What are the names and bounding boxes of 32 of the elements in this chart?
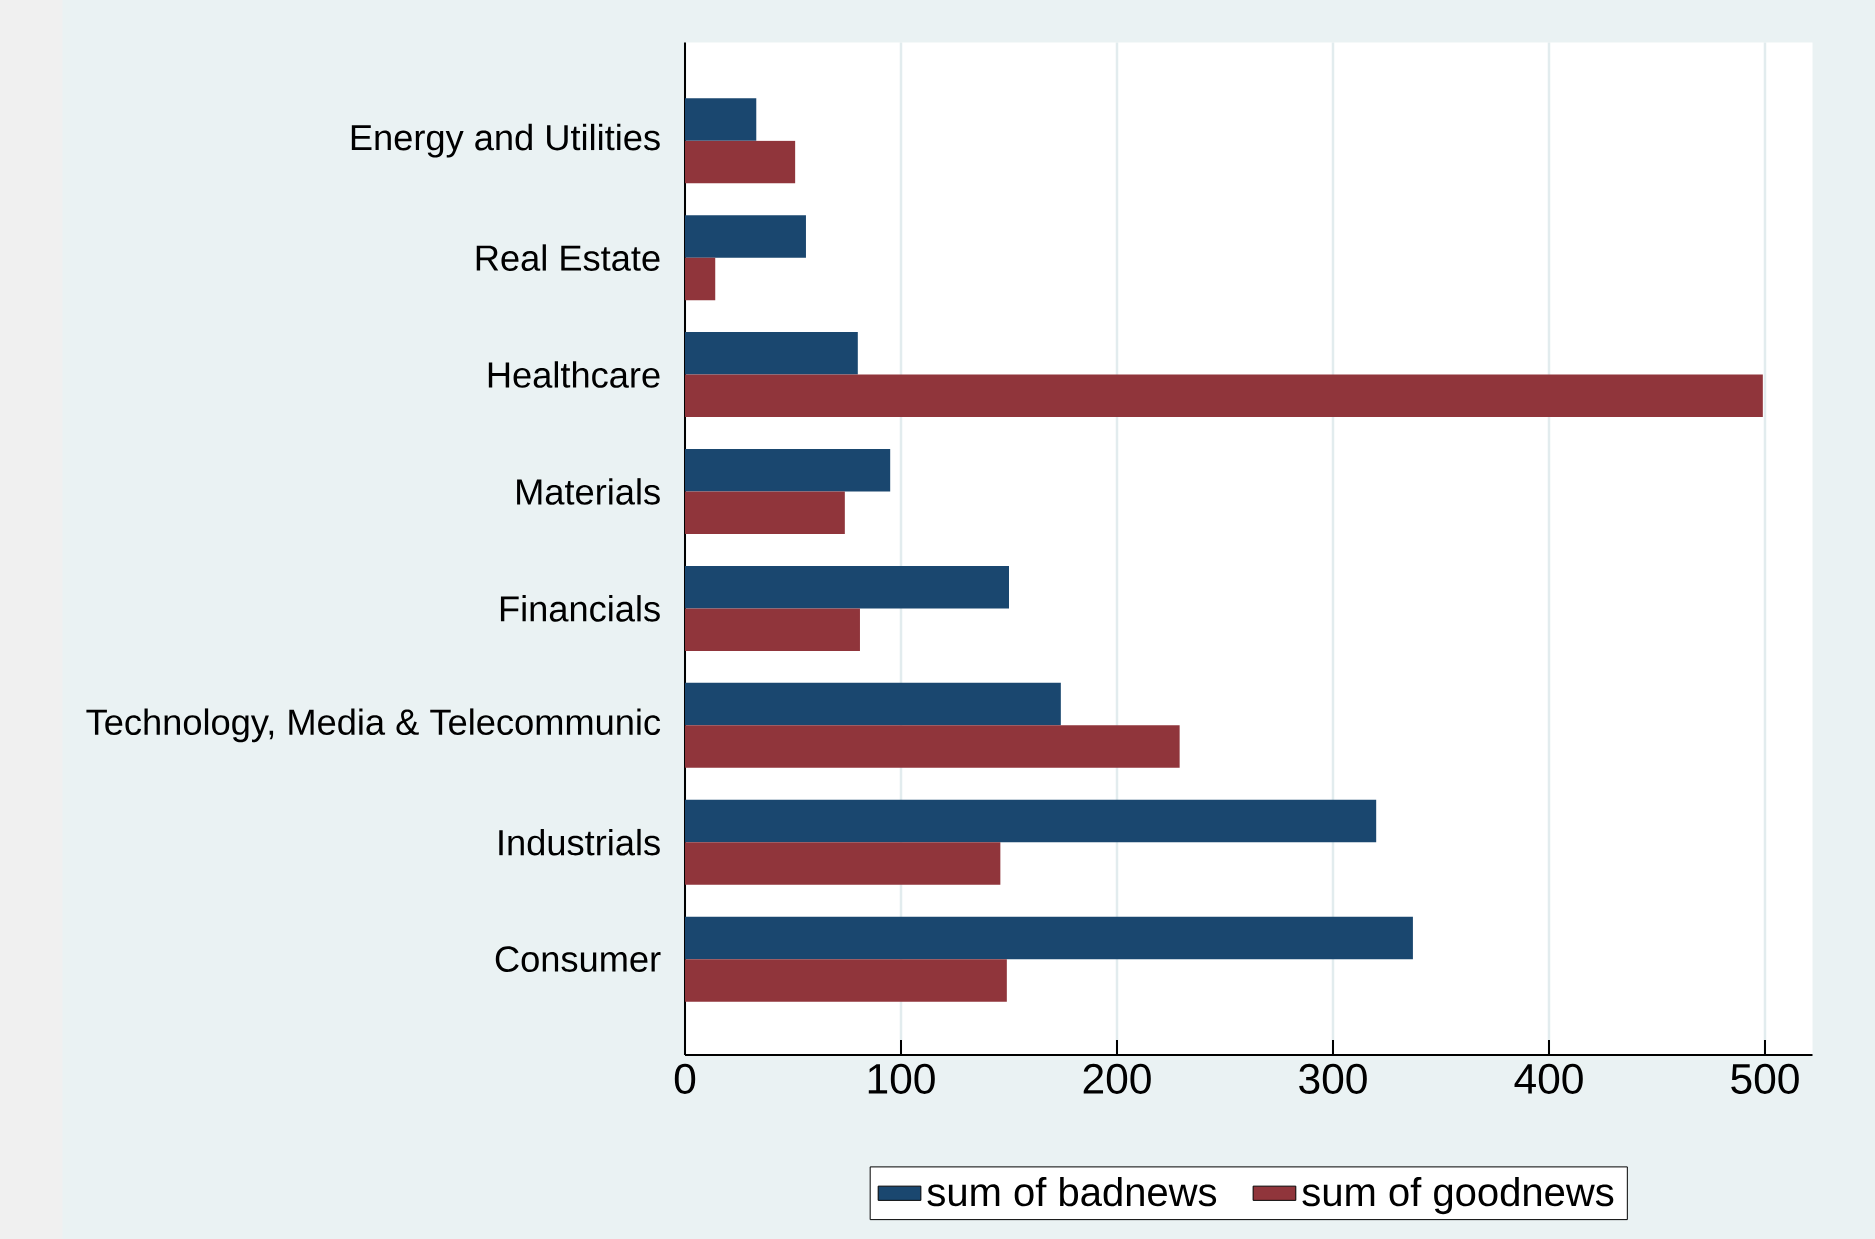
bar: [685, 725, 1180, 768]
y-tick-label: Energy and Utilities: [351, 123, 660, 158]
bar: [685, 448, 891, 492]
bar: [685, 799, 1377, 843]
bar: [685, 491, 845, 534]
bar: [685, 374, 1763, 418]
bar: [685, 98, 757, 141]
x-tick-label: 100: [868, 1063, 935, 1094]
legend-label: sum of goodnews: [1302, 1176, 1614, 1215]
bar: [685, 682, 1061, 726]
bar: [685, 140, 796, 184]
bar: [685, 565, 1009, 609]
x-tick-label: 500: [1731, 1063, 1799, 1094]
legend-label: sum of badnews: [927, 1176, 1217, 1207]
bar: [685, 257, 716, 301]
bar: [685, 215, 806, 258]
y-tick-label: Consumer: [495, 946, 661, 972]
bar: [685, 332, 858, 375]
x-tick-label: 200: [1083, 1063, 1151, 1094]
x-tick-label: 400: [1514, 1063, 1583, 1094]
y-tick-label: Real Estate: [476, 244, 660, 271]
y-tick-label: Healthcare: [488, 361, 660, 388]
y-tick-label: Industrials: [499, 828, 660, 856]
bar: [685, 608, 860, 651]
bar: [685, 916, 1413, 960]
x-tick-label: 0: [674, 1063, 696, 1094]
y-tick-label: Financials: [500, 595, 660, 622]
y-tick-label: Technology, Media & Telecommunic: [86, 708, 661, 743]
x-tick-label: 300: [1299, 1063, 1367, 1094]
y-tick-label: Materials: [517, 478, 660, 505]
bar: [685, 959, 1007, 1002]
bar: [685, 842, 1001, 885]
